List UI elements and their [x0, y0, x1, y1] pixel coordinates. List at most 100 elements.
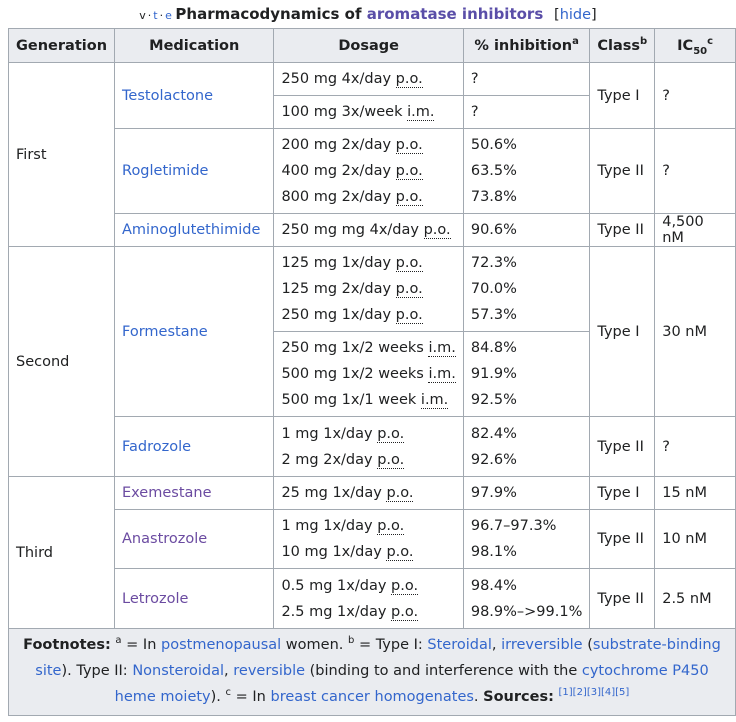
dosage-cell: 250 mg 4x/day p.o. — [273, 62, 464, 96]
col-header-class: Classb — [589, 28, 656, 63]
abbr-po: p.o. — [377, 425, 405, 443]
class-cell: Type II — [589, 568, 656, 629]
aromatase-inhibitors-link[interactable]: aromatase inhibitors — [366, 5, 544, 23]
abbr-im: i.m. — [428, 340, 456, 357]
abbr-po: p.o. — [395, 281, 423, 298]
table-row: First Testolactone 250 mg 4x/day p.o. ? … — [7, 62, 736, 247]
ic50-cell: ? — [654, 62, 736, 129]
abbr-po: p.o. — [395, 137, 423, 154]
table-caption: v · t · e Pharmacodynamics of aromatase inhi… — [0, 0, 736, 28]
dosage-cell: 25 mg 1x/day p.o. — [273, 476, 464, 510]
table-row: Letrozole 0.5 mg 1x/day p.o. 2.5 mg 1x/d… — [9, 568, 736, 629]
ic50-cell: ? — [654, 128, 736, 214]
edit-template-link[interactable]: e — [165, 9, 172, 22]
anastrozole-link[interactable]: Anastrozole — [122, 531, 208, 547]
nonsteroidal-link[interactable]: Nonsteroidal — [132, 663, 225, 679]
letrozole-link[interactable]: Letrozole — [122, 590, 189, 607]
dosage-cell: 100 mg 3x/week i.m. — [273, 95, 464, 129]
abbr-im: i.m. — [420, 392, 449, 409]
abbr-po: p.o. — [395, 189, 423, 206]
table-row: Aminoglutethimide 250 mg mg 4x/day p.o. … — [9, 213, 736, 247]
ic50-cell: 30 nM — [654, 246, 736, 417]
testolactone-link[interactable]: Testolactone — [122, 87, 213, 104]
inhibition-cell: 72.3% 70.0% 57.3% — [462, 246, 591, 332]
breast-cancer-homogenates-link[interactable]: breast cancer homogenates — [270, 689, 474, 705]
medication-rogletimide: Rogletimide — [114, 128, 275, 214]
abbr-po: p.o. — [423, 222, 451, 239]
ic50-cell: 10 nM — [654, 509, 736, 569]
abbr-po: p.o. — [395, 307, 423, 324]
abbr-po: p.o. — [391, 577, 419, 595]
footnotes-cell: Footnotes: a = In postmenopausal women. … — [8, 628, 736, 716]
abbr-po: p.o. — [386, 485, 414, 502]
dosage-cell: 1 mg 1x/day p.o. 2 mg 2x/day p.o. — [273, 416, 464, 477]
talk-template-link[interactable]: t — [153, 9, 158, 22]
col-header-dosage: Dosage — [273, 28, 464, 63]
col-header-generation: Generation — [7, 28, 116, 63]
abbr-im: i.m. — [428, 366, 456, 383]
postmenopausal-link[interactable]: postmenopausal — [161, 637, 282, 653]
inhibition-cell: 97.9% — [462, 476, 591, 510]
formestane-link[interactable]: Formestane — [122, 323, 208, 340]
source-references[interactable]: [1][2][3][4][5] — [558, 687, 630, 699]
medication-letrozole: Letrozole — [114, 568, 275, 629]
table-row: Second Formestane 125 mg 1x/day p.o. 125… — [7, 246, 736, 477]
ic50-cell: 15 nM — [654, 476, 736, 510]
class-cell: Type I — [589, 62, 656, 129]
inhibition-cell: 98.4% 98.9%–>99.1% — [462, 568, 591, 629]
class-cell: Type I — [589, 476, 656, 510]
medication-aminoglutethimide: Aminoglutethimide — [114, 213, 275, 247]
medication-exemestane: Exemestane — [114, 476, 275, 510]
medication-testolactone: Testolactone — [114, 62, 275, 129]
inhibition-cell: 96.7–97.3% 98.1% — [462, 509, 591, 569]
dosage-cell: 1 mg 1x/day p.o. 10 mg 1x/day p.o. — [273, 509, 464, 569]
col-header-ic50: IC50c — [654, 28, 736, 63]
medication-anastrozole: Anastrozole — [114, 509, 275, 569]
dosage-cell: 0.5 mg 1x/day p.o. 2.5 mg 1x/day p.o. — [273, 568, 464, 629]
abbr-po: p.o. — [377, 451, 405, 469]
table-row: Rogletimide 200 mg 2x/day p.o. 400 mg 2x… — [9, 128, 736, 214]
view-template-link[interactable]: v — [139, 9, 146, 22]
rogletimide-link[interactable]: Rogletimide — [122, 163, 209, 179]
inhibition-cell: ? — [462, 62, 591, 96]
class-cell: Type II — [589, 416, 656, 477]
class-cell: Type I — [589, 246, 656, 417]
medication-fadrozole: Fadrozole — [114, 416, 275, 477]
inhibition-cell: 82.4% 92.6% — [462, 416, 591, 477]
aminoglutethimide-link[interactable]: Aminoglutethimide — [122, 222, 261, 238]
col-header-inhibition: % inhibitiona — [462, 28, 591, 63]
abbr-po: p.o. — [391, 603, 419, 621]
ic50-cell: 4,500 nM — [654, 213, 736, 247]
substrate-binding-site-link[interactable]: substrate-binding site — [35, 637, 721, 679]
cytochrome-p450-link[interactable]: cytochrome P450 heme moiety — [114, 663, 709, 705]
dosage-cell: 250 mg mg 4x/day p.o. — [273, 213, 464, 247]
generation-third: Third — [7, 476, 116, 629]
abbr-po: p.o. — [386, 544, 414, 561]
reversible-link[interactable]: reversible — [233, 663, 306, 679]
irreversible-link[interactable]: irreversible — [501, 637, 583, 653]
abbr-po: p.o. — [377, 518, 405, 535]
dosage-cell: 250 mg 1x/2 weeks i.m. 500 mg 1x/2 weeks… — [273, 331, 464, 417]
inhibition-cell: 50.6% 63.5% 73.8% — [462, 128, 591, 214]
generation-second: Second — [7, 246, 116, 477]
steroidal-link[interactable]: Steroidal — [427, 637, 492, 653]
dosage-cell: 125 mg 1x/day p.o. 125 mg 2x/day p.o. 25… — [273, 246, 464, 332]
hide-toggle: [hide] — [554, 7, 597, 23]
col-header-medication: Medication — [114, 28, 275, 63]
dosage-cell: 200 mg 2x/day p.o. 400 mg 2x/day p.o. 80… — [273, 128, 464, 214]
abbr-po: p.o. — [395, 71, 423, 88]
table-row: Fadrozole 1 mg 1x/day p.o. 2 mg 2x/day p… — [9, 416, 736, 477]
exemestane-link[interactable]: Exemestane — [122, 485, 212, 501]
fadrozole-link[interactable]: Fadrozole — [122, 438, 192, 455]
inhibition-cell: ? — [462, 95, 591, 129]
table-row: 100 mg 3x/week i.m. ? — [9, 95, 736, 129]
hide-button[interactable]: hide — [559, 7, 592, 23]
table-row: Anastrozole 1 mg 1x/day p.o. 10 mg 1x/da… — [9, 509, 736, 569]
abbr-po: p.o. — [395, 255, 423, 272]
ic50-cell: ? — [654, 416, 736, 477]
medication-formestane: Formestane — [114, 246, 275, 417]
footnotes-label: Footnotes: — [23, 637, 111, 653]
abbr-im: i.m. — [407, 104, 435, 121]
footnotes-row: Footnotes: a = In postmenopausal women. … — [8, 628, 736, 716]
caption-title: Pharmacodynamics of — [175, 5, 367, 23]
